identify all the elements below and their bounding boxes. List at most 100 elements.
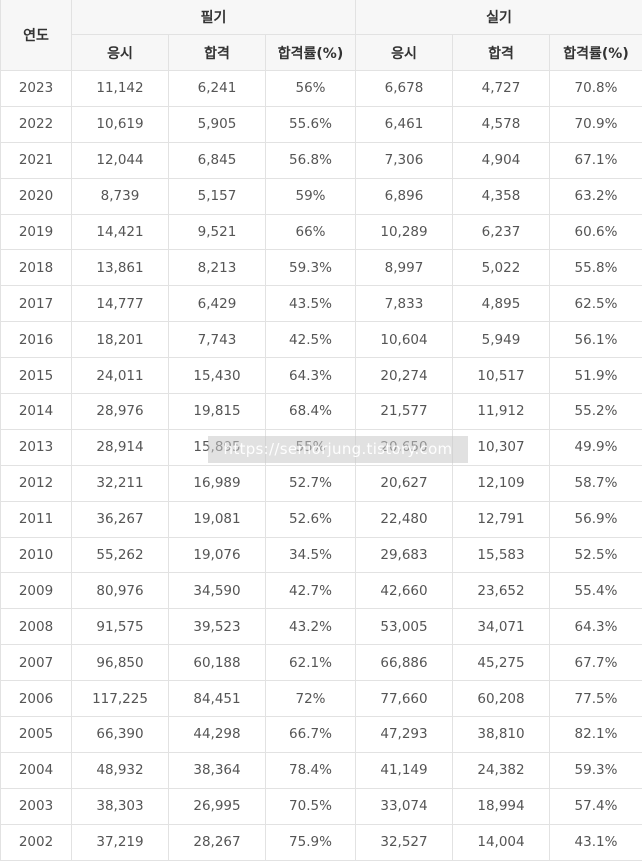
practical-pass-rate-cell: 64.3% <box>550 609 642 645</box>
written-passed-header: 합격 <box>169 35 266 71</box>
header-row-columns: 응시 합격 합격률(%) 응시 합격 합격률(%) <box>1 35 642 71</box>
practical-pass-rate-cell: 77.5% <box>550 681 642 717</box>
written-pass-rate-cell: 34.5% <box>266 537 356 573</box>
practical-applicants-cell: 20,627 <box>356 465 453 501</box>
written-applicants-cell: 37,219 <box>72 824 169 860</box>
year-cell: 2006 <box>1 681 72 717</box>
written-passed-cell: 28,267 <box>169 824 266 860</box>
written-applicants-cell: 32,211 <box>72 465 169 501</box>
year-cell: 2013 <box>1 429 72 465</box>
written-passed-cell: 9,521 <box>169 214 266 250</box>
practical-applicants-cell: 6,896 <box>356 178 453 214</box>
written-applicants-cell: 28,914 <box>72 429 169 465</box>
practical-passed-cell: 4,358 <box>453 178 550 214</box>
practical-pass-rate-cell: 49.9% <box>550 429 642 465</box>
year-cell: 2007 <box>1 645 72 681</box>
written-pass-rate-cell: 42.7% <box>266 573 356 609</box>
practical-pass-rate-cell: 62.5% <box>550 286 642 322</box>
year-cell: 2004 <box>1 752 72 788</box>
written-pass-rate-cell: 66% <box>266 214 356 250</box>
practical-pass-rate-cell: 70.8% <box>550 71 642 107</box>
written-pass-rate-cell: 43.5% <box>266 286 356 322</box>
practical-exam-header: 실기 <box>356 0 642 35</box>
table-header: 연도 필기 실기 응시 합격 합격률(%) 응시 합격 합격률(%) <box>1 0 642 71</box>
practical-pass-rate-cell: 56.9% <box>550 501 642 537</box>
written-applicants-cell: 18,201 <box>72 322 169 358</box>
practical-applicants-cell: 41,149 <box>356 752 453 788</box>
practical-passed-cell: 11,912 <box>453 394 550 430</box>
written-pass-rate-cell: 66.7% <box>266 717 356 753</box>
written-passed-cell: 39,523 <box>169 609 266 645</box>
practical-pass-rate-cell: 60.6% <box>550 214 642 250</box>
written-pass-rate-cell: 68.4% <box>266 394 356 430</box>
written-applicants-cell: 36,267 <box>72 501 169 537</box>
practical-applicants-cell: 47,293 <box>356 717 453 753</box>
written-applicants-cell: 66,390 <box>72 717 169 753</box>
practical-pass-rate-cell: 82.1% <box>550 717 642 753</box>
year-cell: 2022 <box>1 106 72 142</box>
written-passed-cell: 34,590 <box>169 573 266 609</box>
practical-applicants-cell: 20,274 <box>356 358 453 394</box>
year-cell: 2017 <box>1 286 72 322</box>
written-passed-cell: 19,815 <box>169 394 266 430</box>
practical-applicants-cell: 21,577 <box>356 394 453 430</box>
written-pass-rate-cell: 64.3% <box>266 358 356 394</box>
written-pass-rate-cell: 78.4% <box>266 752 356 788</box>
practical-applicants-cell: 8,997 <box>356 250 453 286</box>
written-applicants-cell: 91,575 <box>72 609 169 645</box>
practical-passed-cell: 23,652 <box>453 573 550 609</box>
year-cell: 2005 <box>1 717 72 753</box>
year-cell: 2010 <box>1 537 72 573</box>
written-passed-cell: 16,989 <box>169 465 266 501</box>
practical-applicants-cell: 7,306 <box>356 142 453 178</box>
year-cell: 2018 <box>1 250 72 286</box>
practical-applicants-cell: 77,660 <box>356 681 453 717</box>
written-passed-cell: 44,298 <box>169 717 266 753</box>
practical-passed-cell: 15,583 <box>453 537 550 573</box>
written-applicants-cell: 38,303 <box>72 788 169 824</box>
written-pass-rate-cell: 55.6% <box>266 106 356 142</box>
practical-applicants-cell: 53,005 <box>356 609 453 645</box>
written-pass-rate-cell: 52.7% <box>266 465 356 501</box>
written-passed-cell: 7,743 <box>169 322 266 358</box>
practical-passed-cell: 10,517 <box>453 358 550 394</box>
practical-pass-rate-cell: 59.3% <box>550 752 642 788</box>
written-pass-rate-cell: 75.9% <box>266 824 356 860</box>
practical-applicants-cell: 32,527 <box>356 824 453 860</box>
practical-applicants-cell: 66,886 <box>356 645 453 681</box>
written-pass-rate-cell: 42.5% <box>266 322 356 358</box>
written-passed-cell: 19,081 <box>169 501 266 537</box>
practical-passed-cell: 4,578 <box>453 106 550 142</box>
practical-pass-rate-cell: 43.1% <box>550 824 642 860</box>
practical-applicants-cell: 10,289 <box>356 214 453 250</box>
practical-applicants-cell: 10,604 <box>356 322 453 358</box>
practical-pass-rate-cell: 55.4% <box>550 573 642 609</box>
written-applicants-cell: 14,777 <box>72 286 169 322</box>
written-passed-cell: 60,188 <box>169 645 266 681</box>
practical-pass-rate-cell: 52.5% <box>550 537 642 573</box>
practical-applicants-cell: 29,683 <box>356 537 453 573</box>
written-passed-cell: 38,364 <box>169 752 266 788</box>
written-passed-cell: 6,429 <box>169 286 266 322</box>
practical-passed-cell: 45,275 <box>453 645 550 681</box>
written-passed-cell: 26,995 <box>169 788 266 824</box>
written-applicants-cell: 10,619 <box>72 106 169 142</box>
year-cell: 2015 <box>1 358 72 394</box>
practical-pass-rate-cell: 70.9% <box>550 106 642 142</box>
practical-applicants-header: 응시 <box>356 35 453 71</box>
practical-pass-rate-cell: 63.2% <box>550 178 642 214</box>
practical-passed-cell: 4,727 <box>453 71 550 107</box>
written-pass-rate-cell: 56% <box>266 71 356 107</box>
practical-applicants-cell: 7,833 <box>356 286 453 322</box>
